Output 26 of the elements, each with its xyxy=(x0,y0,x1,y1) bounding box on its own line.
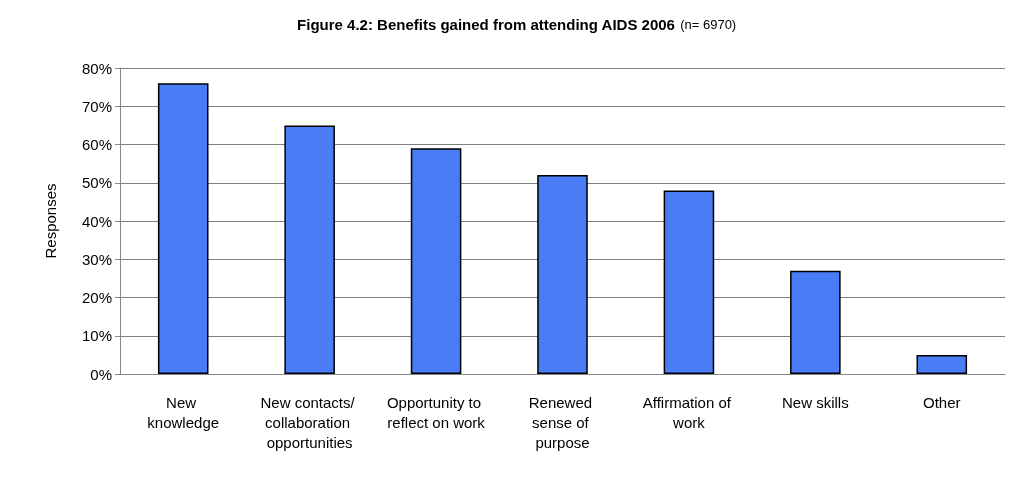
bar xyxy=(537,175,588,374)
bar xyxy=(157,83,209,374)
x-tick-label: Affirmation of work xyxy=(642,393,736,431)
y-axis-title: Responses xyxy=(42,183,59,259)
x-tick-label: New contacts/ collaboration opportunities xyxy=(260,393,359,451)
y-tick-label: 50% xyxy=(81,174,112,192)
bar xyxy=(284,125,335,374)
y-tick-label: 20% xyxy=(81,289,112,306)
bar xyxy=(663,190,715,374)
x-tick-label: New knowledge xyxy=(147,393,220,431)
y-tick-label: 40% xyxy=(81,212,112,230)
bar xyxy=(790,270,841,374)
chart-subtitle: (n= 6970) xyxy=(680,16,737,32)
bar xyxy=(410,148,462,374)
y-tick-label: 30% xyxy=(81,250,112,268)
x-tick-label: Other xyxy=(923,393,961,411)
y-tick-label: 80% xyxy=(81,59,112,77)
x-tick-label: New skills xyxy=(782,393,849,411)
x-tick-label: Opportunity to reflect on work xyxy=(386,393,486,431)
y-tick-label: 60% xyxy=(81,136,112,153)
y-tick-label: 0% xyxy=(90,365,112,383)
y-tick-label: 70% xyxy=(81,97,112,115)
x-tick-label: Renewed sense of purpose xyxy=(528,393,597,451)
chart-title: Figure 4.2: Benefits gained from attending AIDS 2006 xyxy=(297,15,675,33)
bar xyxy=(916,354,968,374)
y-tick-label: 10% xyxy=(81,327,112,345)
